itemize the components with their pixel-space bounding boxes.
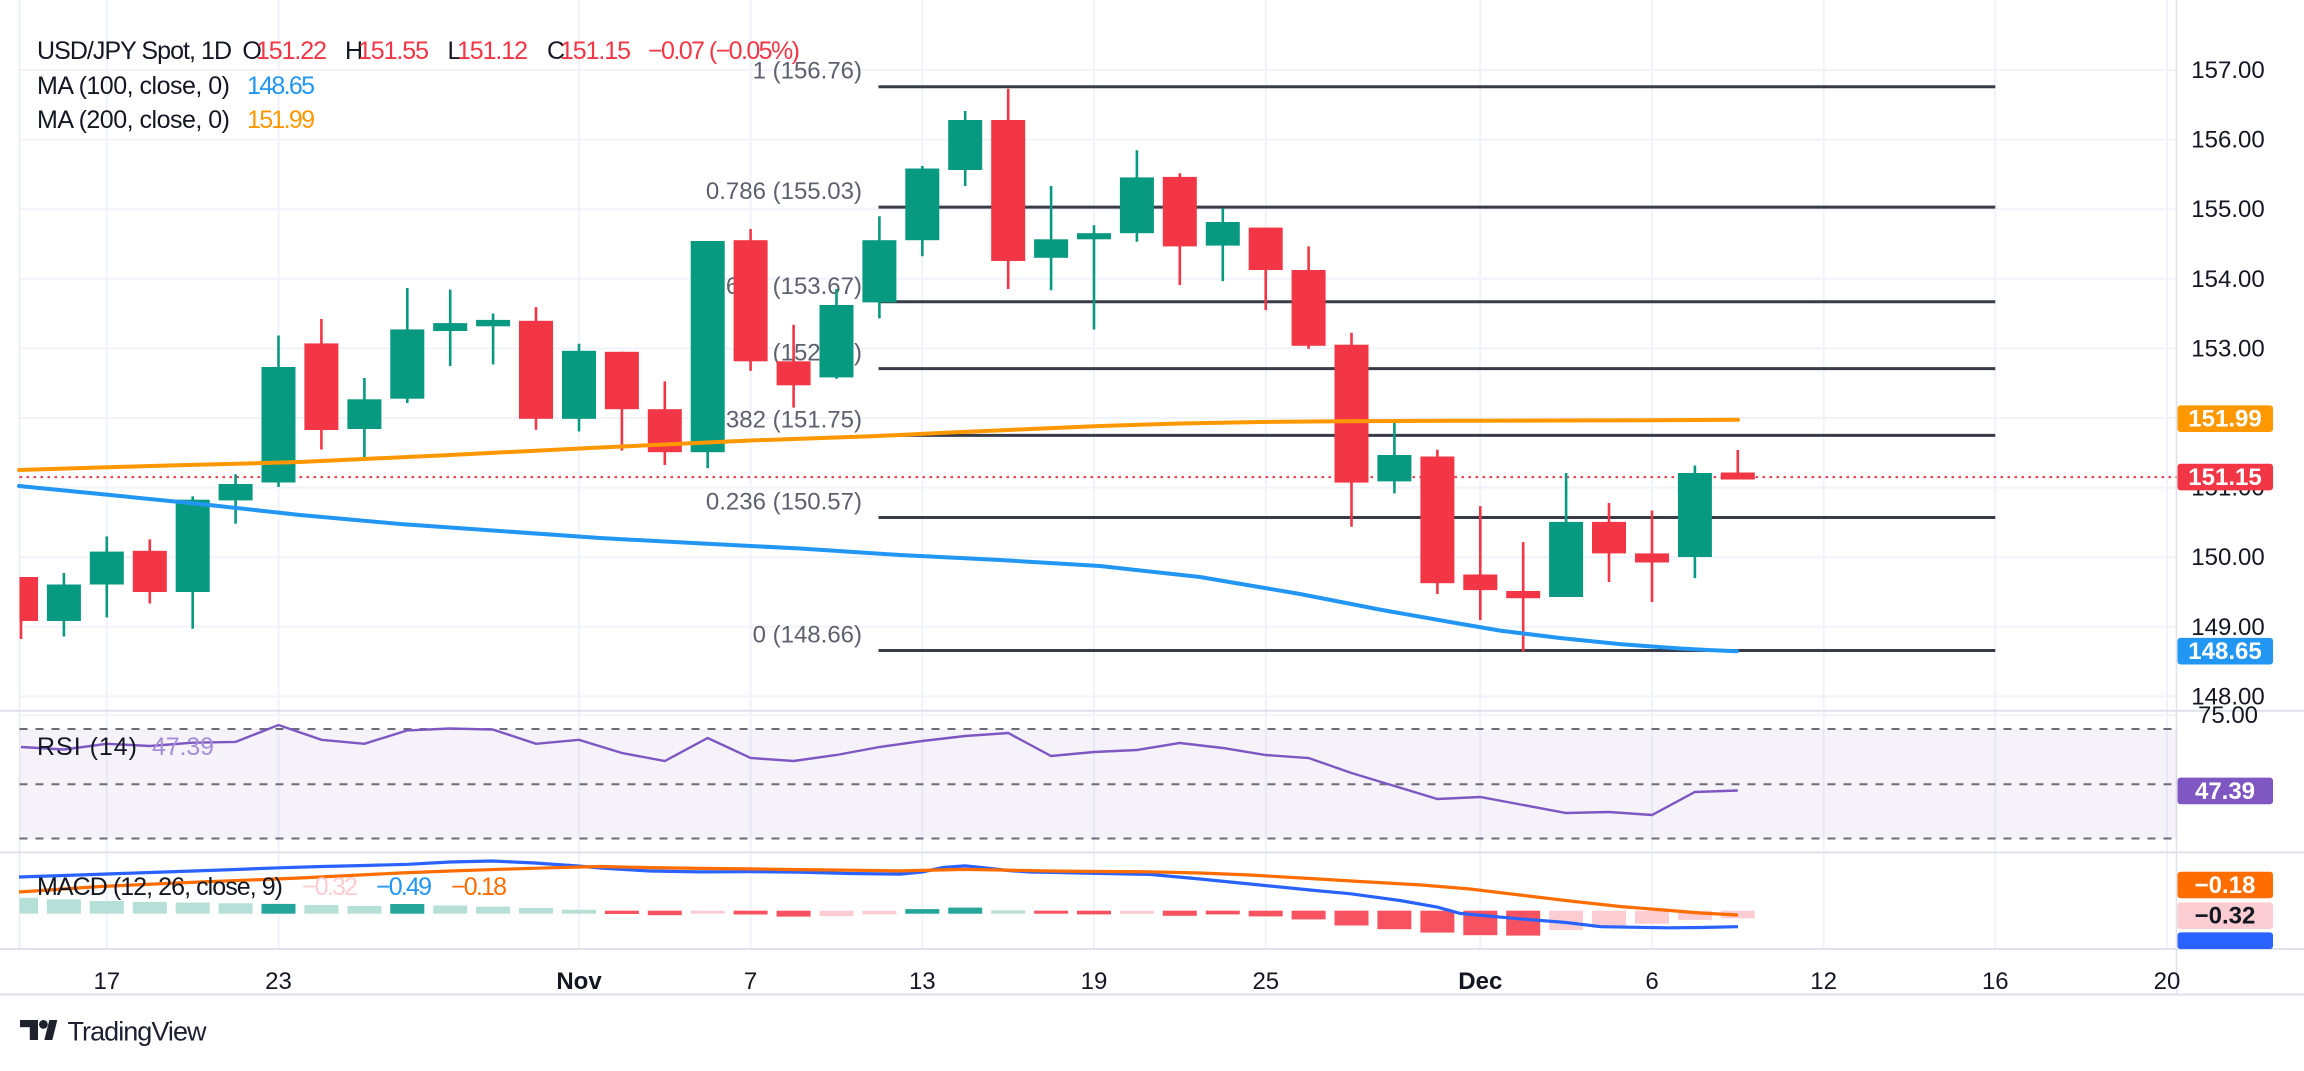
svg-text:155.00: 155.00 <box>2191 196 2264 223</box>
svg-text:75.00: 75.00 <box>2198 702 2258 729</box>
svg-text:7: 7 <box>744 968 757 995</box>
svg-text:C: C <box>547 37 565 65</box>
svg-text:MA (100, close, 0): MA (100, close, 0) <box>37 72 230 100</box>
svg-text:47.39: 47.39 <box>152 733 214 761</box>
svg-text:151.99: 151.99 <box>247 106 315 134</box>
svg-text:19: 19 <box>1081 968 1108 995</box>
svg-text:0.382 (151.75): 0.382 (151.75) <box>706 406 862 433</box>
svg-text:148.65: 148.65 <box>2188 638 2261 665</box>
svg-text:23: 23 <box>265 968 292 995</box>
svg-text:L: L <box>448 37 462 65</box>
svg-text:151.15: 151.15 <box>560 37 631 65</box>
svg-text:151.99: 151.99 <box>2188 406 2261 433</box>
svg-text:−0.07 (−0.05%): −0.07 (−0.05%) <box>648 37 800 65</box>
svg-text:0.786 (155.03): 0.786 (155.03) <box>706 178 862 205</box>
svg-text:TradingView: TradingView <box>68 1017 208 1047</box>
svg-text:USD/JPY Spot, 1D: USD/JPY Spot, 1D <box>37 37 232 65</box>
svg-text:151.15: 151.15 <box>2188 464 2261 491</box>
svg-text:154.00: 154.00 <box>2191 266 2264 293</box>
svg-text:6: 6 <box>1645 968 1658 995</box>
svg-text:−0.32: −0.32 <box>302 873 358 901</box>
svg-text:0.618 (153.67): 0.618 (153.67) <box>706 273 862 300</box>
svg-text:151.22: 151.22 <box>256 37 327 65</box>
svg-text:13: 13 <box>909 968 936 995</box>
svg-text:0 (148.66): 0 (148.66) <box>753 622 862 649</box>
svg-text:156.00: 156.00 <box>2191 127 2264 154</box>
svg-text:RSI (14): RSI (14) <box>37 733 137 761</box>
svg-text:12: 12 <box>1810 968 1837 995</box>
svg-text:151.12: 151.12 <box>457 37 528 65</box>
svg-text:Dec: Dec <box>1458 968 1502 995</box>
svg-text:H: H <box>345 37 363 65</box>
svg-text:−0.49: −0.49 <box>376 873 432 901</box>
svg-text:MACD (12, 26, close, 9): MACD (12, 26, close, 9) <box>37 873 283 901</box>
svg-text:148.65: 148.65 <box>247 72 315 100</box>
svg-text:25: 25 <box>1252 968 1279 995</box>
svg-text:148.00: 148.00 <box>2191 683 2264 710</box>
svg-text:150.00: 150.00 <box>2191 544 2264 571</box>
svg-text:O: O <box>242 37 261 65</box>
svg-text:−0.32: −0.32 <box>2195 903 2256 930</box>
svg-text:−0.18: −0.18 <box>2195 872 2256 899</box>
svg-text:−0.18: −0.18 <box>451 873 507 901</box>
svg-text:16: 16 <box>1982 968 2009 995</box>
svg-text:157.00: 157.00 <box>2191 57 2264 84</box>
svg-text:Nov: Nov <box>556 968 602 995</box>
svg-text:1 (156.76): 1 (156.76) <box>753 58 862 85</box>
svg-text:149.00: 149.00 <box>2191 614 2264 641</box>
svg-text:153.00: 153.00 <box>2191 335 2264 362</box>
svg-text:47.39: 47.39 <box>2195 778 2255 805</box>
svg-text:0.236 (150.57): 0.236 (150.57) <box>706 489 862 516</box>
svg-text:17: 17 <box>93 968 120 995</box>
svg-text:MA (200, close, 0): MA (200, close, 0) <box>37 106 230 134</box>
svg-text:151.55: 151.55 <box>358 37 429 65</box>
svg-text:20: 20 <box>2154 968 2181 995</box>
